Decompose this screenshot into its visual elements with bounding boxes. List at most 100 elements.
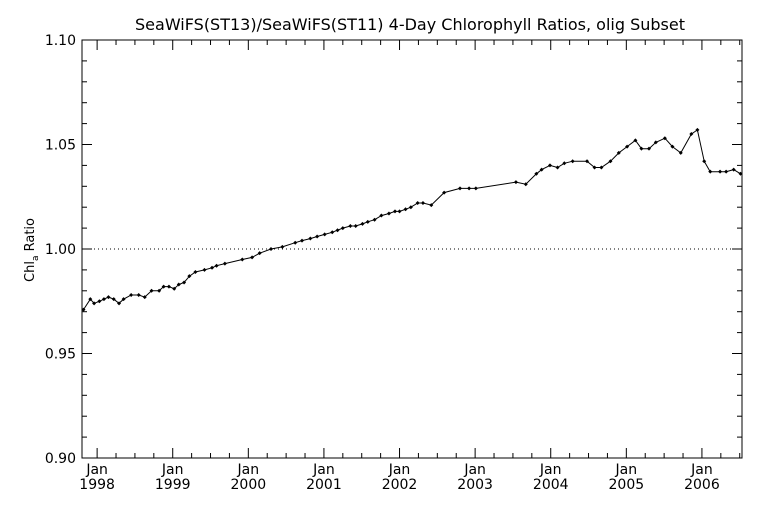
data-point bbox=[308, 236, 313, 241]
data-point bbox=[420, 201, 425, 206]
data-point bbox=[467, 186, 472, 191]
y-tick-label: 0.95 bbox=[45, 347, 76, 363]
data-point bbox=[250, 255, 255, 260]
data-point bbox=[269, 247, 274, 251]
series-line bbox=[83, 129, 741, 310]
data-point bbox=[689, 132, 694, 137]
data-point bbox=[397, 209, 402, 214]
x-tick-month: Jan bbox=[85, 462, 108, 478]
data-point bbox=[702, 159, 707, 164]
data-point bbox=[293, 240, 298, 245]
data-point bbox=[300, 238, 304, 243]
data-point bbox=[473, 186, 478, 191]
data-point bbox=[335, 228, 340, 233]
data-point bbox=[592, 165, 597, 170]
data-point bbox=[585, 159, 590, 164]
data-point bbox=[365, 219, 370, 224]
plot-frame bbox=[81, 39, 743, 459]
data-point bbox=[653, 140, 658, 145]
data-point bbox=[555, 165, 560, 170]
data-point bbox=[172, 286, 177, 291]
x-tick-year: 2000 bbox=[231, 477, 267, 493]
x-tick-month: Jan bbox=[161, 462, 184, 478]
data-point bbox=[458, 186, 463, 191]
data-point bbox=[101, 297, 106, 302]
y-axis-label-main: Chl bbox=[23, 261, 38, 282]
data-point bbox=[176, 282, 181, 287]
y-axis-label-suffix: Ratio bbox=[23, 218, 38, 256]
data-point bbox=[315, 234, 320, 239]
data-point bbox=[534, 171, 539, 176]
data-point bbox=[149, 288, 154, 293]
x-tick-month: Jan bbox=[312, 462, 335, 478]
data-point bbox=[280, 244, 285, 249]
data-point bbox=[88, 297, 93, 302]
data-point bbox=[718, 169, 723, 174]
x-tick-month: Jan bbox=[237, 462, 260, 478]
data-point bbox=[639, 146, 644, 151]
data-point bbox=[513, 180, 518, 185]
data-point bbox=[202, 267, 207, 272]
data-point bbox=[92, 301, 97, 306]
data-point bbox=[379, 213, 384, 218]
axis-ticks bbox=[82, 39, 742, 459]
x-tick-year: 2006 bbox=[684, 477, 720, 493]
x-tick-month: Jan bbox=[539, 462, 562, 478]
y-tick-label: 0.90 bbox=[45, 451, 76, 467]
x-tick-year: 2003 bbox=[457, 477, 493, 493]
data-point bbox=[330, 230, 335, 235]
data-point bbox=[392, 209, 397, 214]
y-tick-labels: 0.90 0.95 1.00 1.05 1.10 bbox=[45, 33, 76, 467]
data-point bbox=[210, 265, 215, 270]
x-tick-month: Jan bbox=[463, 462, 486, 478]
data-point bbox=[157, 288, 162, 293]
data-point bbox=[731, 167, 736, 172]
data-point bbox=[695, 127, 700, 132]
data-point bbox=[625, 144, 630, 149]
data-point bbox=[240, 257, 245, 262]
data-point bbox=[111, 297, 116, 302]
x-tick-month: Jan bbox=[690, 462, 713, 478]
svg-text:Chla Ratio: Chla Ratio bbox=[23, 218, 41, 282]
data-point bbox=[322, 232, 327, 237]
y-axis-label-subscript: a bbox=[31, 256, 41, 262]
data-point bbox=[360, 221, 365, 226]
data-point bbox=[214, 263, 219, 268]
data-point bbox=[738, 171, 743, 176]
data-point bbox=[403, 207, 408, 212]
data-point bbox=[182, 280, 187, 285]
data-point bbox=[523, 182, 528, 187]
data-point bbox=[633, 138, 638, 143]
x-tick-year: 2004 bbox=[533, 477, 569, 493]
x-tick-labels: Jan1998Jan1999Jan2000Jan2001Jan2002Jan20… bbox=[79, 462, 720, 493]
y-tick-label: 1.05 bbox=[45, 138, 76, 154]
data-point bbox=[562, 161, 567, 166]
y-tick-label: 1.00 bbox=[45, 242, 76, 258]
data-point bbox=[348, 224, 353, 229]
data-point bbox=[678, 150, 683, 155]
data-point bbox=[724, 169, 729, 174]
y-tick-label: 1.10 bbox=[45, 33, 76, 49]
data-point bbox=[415, 201, 420, 206]
data-point bbox=[340, 226, 345, 231]
data-point bbox=[106, 295, 111, 300]
data-point bbox=[662, 136, 667, 141]
data-point bbox=[121, 297, 126, 302]
x-tick-year: 1999 bbox=[155, 477, 191, 493]
data-point bbox=[161, 284, 166, 289]
data-point bbox=[136, 292, 141, 297]
x-tick-year: 2001 bbox=[306, 477, 342, 493]
data-point bbox=[608, 159, 613, 164]
data-point bbox=[257, 251, 262, 256]
data-point bbox=[539, 167, 544, 172]
data-point bbox=[81, 307, 86, 312]
data-point bbox=[408, 205, 413, 210]
data-point bbox=[442, 190, 447, 195]
data-point bbox=[647, 146, 652, 151]
data-point bbox=[166, 284, 171, 289]
y-axis-label: Chla Ratio bbox=[23, 218, 41, 282]
data-point bbox=[129, 292, 134, 297]
data-point bbox=[670, 144, 675, 149]
data-points bbox=[81, 127, 743, 312]
